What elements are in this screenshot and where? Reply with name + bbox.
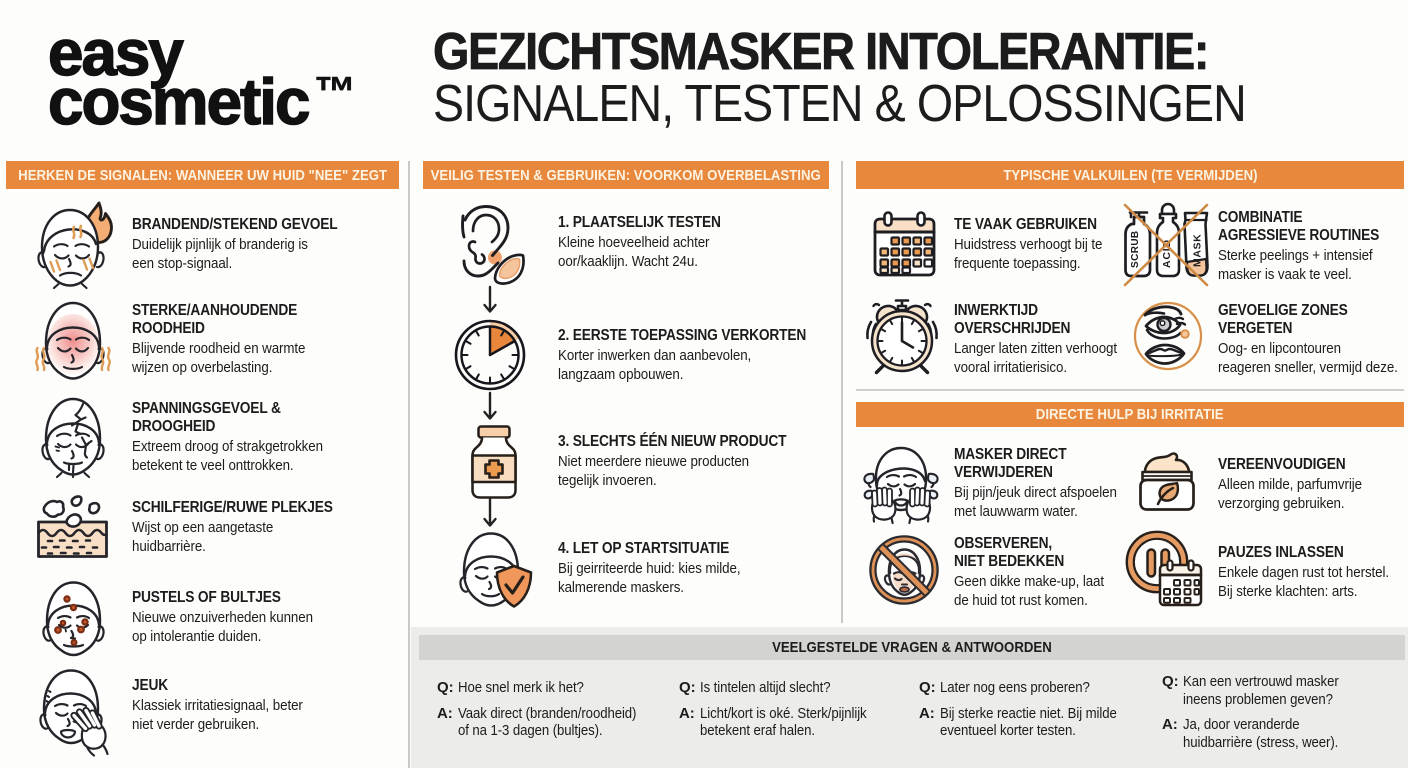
svg-text:MASK: MASK bbox=[1192, 234, 1204, 267]
svg-text:SCRUB: SCRUB bbox=[1130, 230, 1141, 268]
